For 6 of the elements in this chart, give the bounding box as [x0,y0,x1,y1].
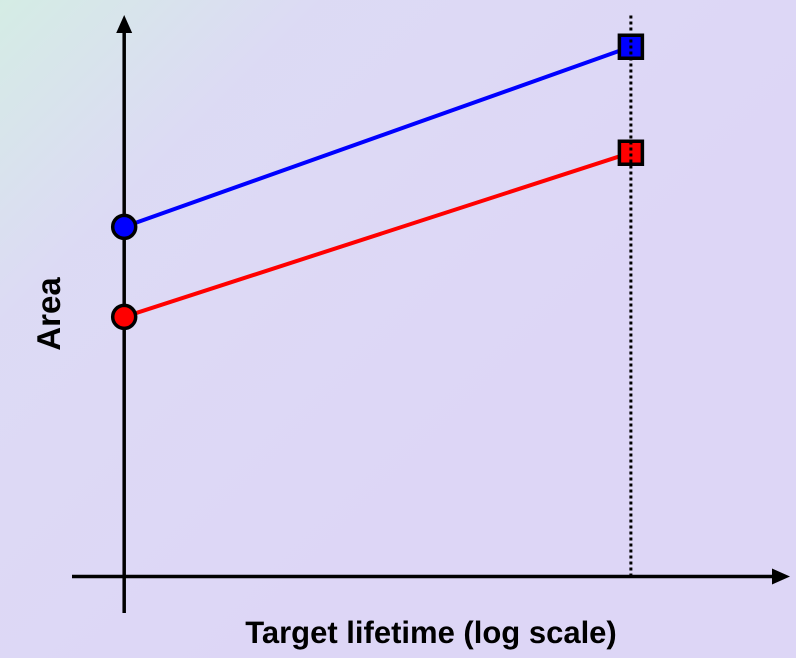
point [110,304,138,330]
x-axis-title: Target lifetime (log scale) [245,615,617,650]
y-axis-title: Area [30,276,67,351]
point [618,34,644,60]
point [618,139,644,166]
point [110,214,138,240]
